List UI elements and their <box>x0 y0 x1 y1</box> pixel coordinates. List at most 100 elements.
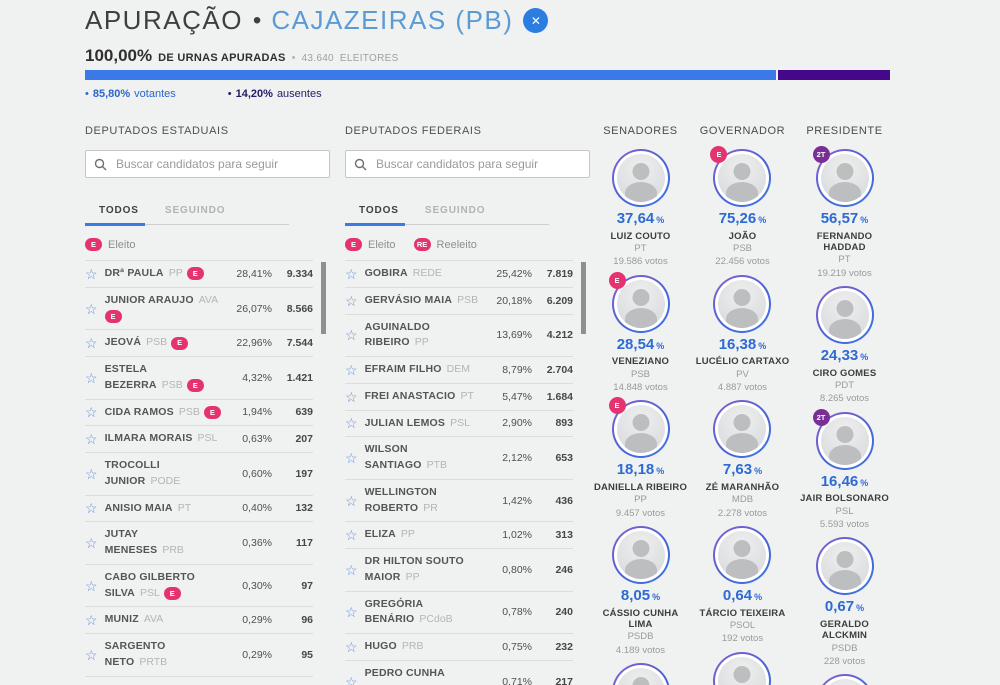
candidate-name: CIDA RAMOS <box>104 405 174 418</box>
candidate-row[interactable]: ☆ CABO GILBERTO SILVA PSL E 0,30% 97 <box>85 563 313 607</box>
follow-star-icon[interactable]: ☆ <box>345 327 358 344</box>
legend-item: E Eleito <box>85 238 136 251</box>
follow-star-icon[interactable]: ☆ <box>345 415 358 432</box>
candidate-row[interactable]: ☆ HUGO PRB 0,75% 232 <box>345 633 573 660</box>
candidate-card[interactable]: 16,38% LUCÉLIO CARTAXO PV 4.887 votos <box>696 274 790 394</box>
close-location-button[interactable]: ✕ <box>523 8 549 33</box>
list-scrollbar[interactable] <box>581 262 586 334</box>
follow-star-icon[interactable]: ☆ <box>85 404 98 421</box>
candidate-card[interactable]: 3,62% PROFESSOR votos <box>593 663 689 685</box>
candidate-votes: 8.566 <box>286 302 313 315</box>
tab-todos[interactable]: TODOS <box>359 205 399 216</box>
candidate-pct: 20,18% <box>496 294 532 307</box>
follow-star-icon[interactable]: ☆ <box>85 500 98 517</box>
list-scrollbar[interactable] <box>321 262 326 334</box>
candidate-name: AGUINALDO RIBEIRO <box>364 320 430 349</box>
percent-symbol: % <box>860 215 869 225</box>
candidate-card[interactable]: 2T 56,57% FERNANDO HADDAD PT 19.219 voto… <box>797 146 893 279</box>
follow-star-icon[interactable]: ☆ <box>85 335 98 352</box>
follow-star-icon[interactable]: ☆ <box>345 265 358 282</box>
legend-item: E Eleito <box>345 238 396 251</box>
candidate-pct: 26,07% <box>236 302 272 315</box>
follow-star-icon[interactable]: ☆ <box>85 465 98 482</box>
follow-star-icon[interactable]: ☆ <box>345 361 358 378</box>
candidate-row[interactable]: ☆ JUNIOR ARAUJO AVA E 26,07% 8.566 <box>85 286 313 330</box>
candidate-row[interactable]: ☆ JULIAN LEMOS PSL 2,90% 893 <box>345 409 573 437</box>
percent-symbol: % <box>754 592 763 603</box>
candidate-card[interactable]: E 18,18% DANIELLA RIBEIRO PP 9.457 votos <box>593 397 689 519</box>
candidate-card[interactable]: 2T 16,46% JAIR BOLSONARO PSL 5.593 votos <box>797 408 893 531</box>
candidate-row[interactable]: ☆ WELLINGTON ROBERTO PR 1,42% 436 <box>345 478 573 522</box>
candidate-card[interactable]: 8,05% CÁSSIO CUNHA LIMA PSDB 4.189 votos <box>593 526 689 656</box>
candidate-row[interactable]: ☆ ESTELA BEZERRA PSB E 4,32% 1.421 <box>85 356 313 399</box>
follow-star-icon[interactable]: ☆ <box>345 292 358 309</box>
candidate-row[interactable]: ☆ WILSON SANTIAGO PTB 2,12% 653 <box>345 436 573 479</box>
follow-star-icon[interactable]: ☆ <box>345 492 358 509</box>
candidate-card[interactable]: 0,67% GERALDO ALCKMIN PSDB 228 votos <box>797 537 893 667</box>
candidate-row[interactable]: ☆ GERVÁSIO MAIA PSB 20,18% 6.209 <box>345 286 573 314</box>
candidate-row[interactable]: ☆ SARGENTO NETO PRTB 0,29% 95 <box>85 633 313 676</box>
candidate-row[interactable]: ☆ EFRAIM FILHO DEM 8,79% 2.704 <box>345 356 573 383</box>
follow-star-icon[interactable]: ☆ <box>345 388 358 405</box>
candidate-card[interactable]: 7,63% ZÉ MARANHÃO MDB 2.278 votos <box>696 400 790 519</box>
candidate-card[interactable]: 37,64% LUIZ COUTO PT 19.586 votos <box>593 149 689 268</box>
search-input[interactable] <box>374 156 581 172</box>
candidate-row[interactable]: ☆ TROCOLLI JUNIOR PODE 0,60% 197 <box>85 452 313 495</box>
tabs: TODOS SEGUINDO <box>85 205 289 226</box>
photo-ring <box>713 526 772 585</box>
candidate-row[interactable]: ☆ ANISIO MAIA PT 0,40% 132 <box>85 494 313 522</box>
follow-star-icon[interactable]: ☆ <box>85 612 98 629</box>
candidate-name: CAIO ROBERTO <box>105 683 189 685</box>
candidate-row[interactable]: ☆ CAIO ROBERTOPRE 0,29% 94 <box>85 675 313 685</box>
follow-star-icon[interactable]: ☆ <box>345 527 358 544</box>
title-separator-dot: • <box>252 6 262 34</box>
tab-todos[interactable]: TODOS <box>99 205 139 216</box>
candidate-card[interactable]: 0,08% RAMA DANTAS PSTU votos <box>696 651 790 685</box>
follow-star-icon[interactable]: ☆ <box>345 450 358 466</box>
candidate-name: CABO GILBERTO SILVA <box>104 570 196 599</box>
candidate-votes: 228 <box>823 656 840 668</box>
search-box[interactable] <box>85 150 330 178</box>
candidate-row[interactable]: ☆ DRª PAULA PP E 28,41% 9.334 <box>85 260 313 287</box>
follow-star-icon[interactable]: ☆ <box>345 638 358 655</box>
candidate-row[interactable]: ☆ GREGÓRIA BENÁRIO PCdoB 0,78% 240 <box>345 590 573 634</box>
follow-star-icon[interactable]: ☆ <box>85 265 98 282</box>
tab-seguindo[interactable]: SEGUINDO <box>424 205 486 216</box>
candidate-row[interactable]: ☆ JUTAY MENESES PRB 0,36% 117 <box>85 521 313 564</box>
follow-star-icon[interactable]: ☆ <box>85 431 98 448</box>
candidate-row[interactable]: ☆ GOBIRA REDE 25,42% 7.819 <box>345 260 573 287</box>
candidate-party: PSL <box>139 586 160 599</box>
candidate-card[interactable]: E 75,26% JOÃO PSB 22.456 votos <box>696 146 790 268</box>
follow-star-icon[interactable]: ☆ <box>85 577 98 594</box>
follow-star-icon[interactable]: ☆ <box>85 300 98 317</box>
candidate-party: PT <box>177 501 192 514</box>
candidate-row[interactable]: ☆ ELIZA PP 1,02% 313 <box>345 521 573 548</box>
candidate-row[interactable]: ☆ JEOVÁ PSB E 22,96% 7.544 <box>85 329 313 356</box>
candidate-row[interactable]: ☆ CIDA RAMOS PSB E 1,94% 639 <box>85 398 313 426</box>
candidate-row[interactable]: ☆ AGUINALDO RIBEIRO PP 13,69% 4.212 <box>345 313 573 357</box>
candidate-votes: 4.189 <box>615 644 640 656</box>
candidate-card[interactable]: 0,64% TÁRCIO TEIXEIRA PSOL 192 votos <box>696 526 790 645</box>
follow-star-icon[interactable]: ☆ <box>345 561 358 578</box>
candidate-card[interactable]: E 28,54% VENEZIANO PSB 14.848 votos <box>593 271 689 394</box>
search-box[interactable] <box>345 150 590 178</box>
candidate-row[interactable]: ☆ DR HILTON SOUTO MAIOR PP 0,80% 246 <box>345 548 573 591</box>
follow-star-icon[interactable]: ☆ <box>85 369 98 386</box>
location-name[interactable]: CAJAZEIRAS (PB) <box>271 5 514 35</box>
candidate-row[interactable]: ☆ MUNIZ AVA 0,29% 96 <box>85 606 313 633</box>
follow-star-icon[interactable]: ☆ <box>345 673 358 685</box>
search-input[interactable] <box>114 156 321 172</box>
tab-seguindo[interactable]: SEGUINDO <box>164 205 226 216</box>
photo-ring <box>815 537 874 596</box>
candidate-row[interactable]: ☆ FREI ANASTACIO PT 5,47% 1.684 <box>345 382 573 410</box>
follow-star-icon[interactable]: ☆ <box>85 535 98 551</box>
candidate-card[interactable]: 0,43% JOÃO AMOÊDO NOVO votos <box>797 674 893 685</box>
list-deputados-estaduais: DEPUTADOS ESTADUAIS TODOS SEGUINDO E Ele… <box>85 125 330 685</box>
candidate-row[interactable]: ☆ ILMARA MORAIS PSL 0,63% 207 <box>85 425 313 452</box>
candidate-card[interactable]: 24,33% CIRO GOMES PDT 8.265 votos <box>797 286 893 405</box>
candidate-party: PSOL <box>729 619 756 631</box>
follow-star-icon[interactable]: ☆ <box>85 646 98 663</box>
stat-ausentes: • 14,20% ausentes <box>228 88 322 100</box>
follow-star-icon[interactable]: ☆ <box>345 604 358 621</box>
